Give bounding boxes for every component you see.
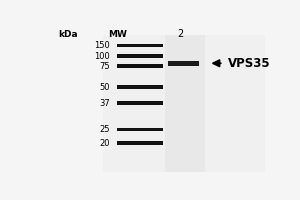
- Bar: [117, 101, 163, 105]
- Bar: [117, 128, 163, 131]
- Text: 150: 150: [94, 41, 110, 50]
- Bar: [103, 35, 266, 172]
- Text: VPS35: VPS35: [228, 57, 271, 70]
- Bar: [117, 64, 163, 68]
- Text: MW: MW: [108, 30, 127, 39]
- Bar: [117, 54, 163, 58]
- Bar: [117, 44, 163, 47]
- Text: 2: 2: [177, 29, 184, 39]
- Bar: [165, 35, 205, 172]
- Text: 37: 37: [99, 99, 110, 108]
- Text: 100: 100: [94, 52, 110, 61]
- Text: 25: 25: [99, 125, 110, 134]
- Text: 75: 75: [99, 62, 110, 71]
- Text: 20: 20: [99, 139, 110, 148]
- Bar: [117, 141, 163, 145]
- Text: 50: 50: [99, 83, 110, 92]
- Text: kDa: kDa: [58, 30, 77, 39]
- Bar: [168, 61, 199, 66]
- Bar: [117, 85, 163, 89]
